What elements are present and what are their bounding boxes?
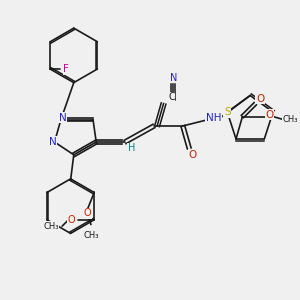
Text: H: H xyxy=(128,143,135,153)
Text: C: C xyxy=(168,92,175,102)
Text: S: S xyxy=(224,107,231,117)
Text: CH₃: CH₃ xyxy=(83,231,99,240)
Text: O: O xyxy=(84,208,92,218)
Text: NH: NH xyxy=(206,113,221,123)
Text: N: N xyxy=(169,73,177,83)
Text: CH₃: CH₃ xyxy=(43,222,58,231)
Text: O: O xyxy=(266,110,274,120)
Text: N: N xyxy=(49,137,57,147)
Text: F: F xyxy=(63,64,69,74)
Text: N: N xyxy=(59,113,66,123)
Text: O: O xyxy=(256,94,264,104)
Text: CH₃: CH₃ xyxy=(283,115,298,124)
Text: O: O xyxy=(68,215,76,225)
Text: O: O xyxy=(188,150,196,160)
